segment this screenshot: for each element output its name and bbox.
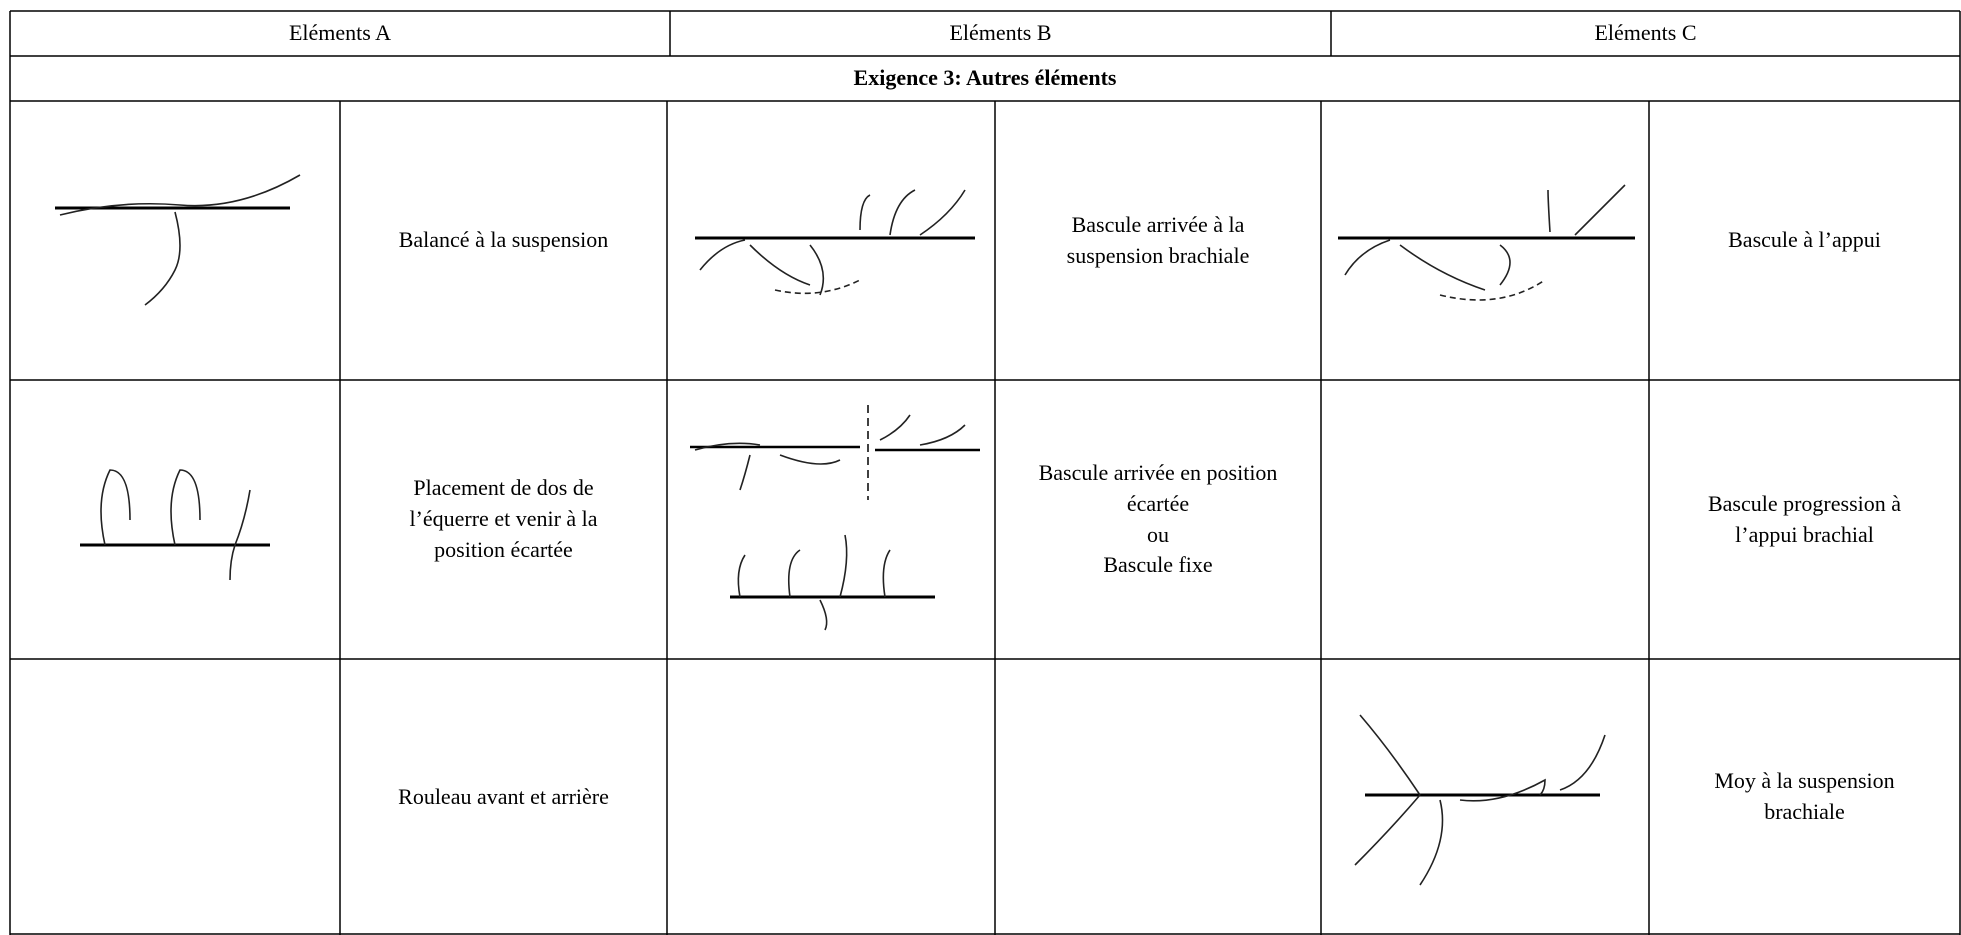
cell-text: Bascule à l’appui — [1728, 227, 1881, 253]
text-line: position écartée — [434, 536, 573, 562]
column-header: Eléments A — [288, 20, 392, 46]
section-title: Exigence 3: Autres éléments — [853, 65, 1117, 91]
text-line: l’équerre et venir à la — [409, 506, 598, 532]
cell-text: Rouleau avant et arrière — [398, 783, 609, 809]
sketch — [55, 174, 1635, 886]
text-line: écartée — [1126, 490, 1190, 516]
text-line: Bascule progression à — [1707, 490, 1902, 516]
text-line: Bascule fixe — [1103, 552, 1213, 578]
text-line: ou — [1147, 521, 1169, 547]
cell-text: Bascule progression à l’appui brachial — [1659, 380, 1950, 659]
text-line: Bascule arrivée à la — [1071, 211, 1245, 237]
text-line: suspension brachiale — [1066, 242, 1250, 268]
text-line: brachiale — [1764, 799, 1845, 824]
cell-text: Bascule arrivée à la suspension brachiale — [1005, 101, 1311, 380]
cell-text: Moy à la suspension brachiale — [1659, 659, 1950, 935]
cell-text: Bascule arrivée en position écartée ou Basc… — [1005, 380, 1311, 659]
text-line: Moy à la suspension — [1714, 768, 1895, 794]
cell-text: Placement de dos de l’équerre et venir à … — [350, 380, 657, 659]
text-line: Placement de dos de — [413, 475, 594, 501]
column-header: Eléments B — [949, 20, 1052, 46]
cell-text: Balancé à la suspension — [398, 227, 609, 253]
text-line: Bascule arrivée en position — [1038, 459, 1278, 485]
column-header: Eléments C — [1594, 20, 1697, 46]
text-line: l’appui brachial — [1735, 521, 1874, 547]
